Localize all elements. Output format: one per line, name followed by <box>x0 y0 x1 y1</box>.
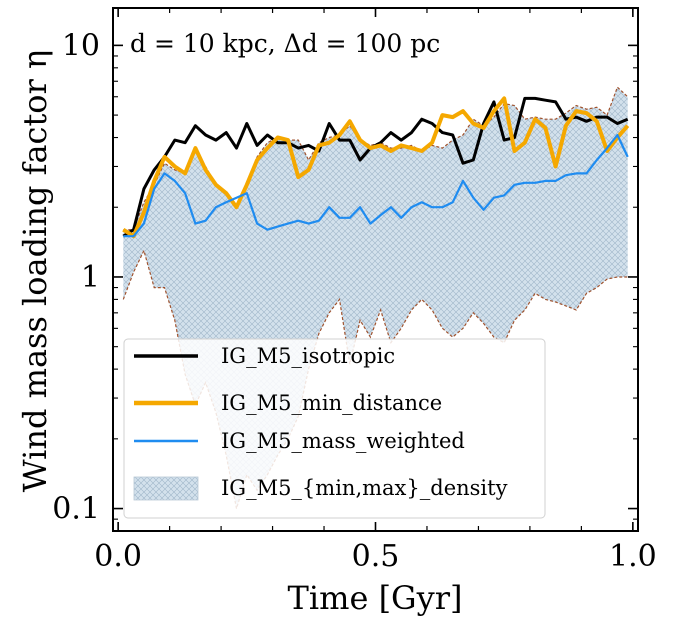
legend: IG_M5_isotropic IG_M5_min_distance IG_M5… <box>123 338 546 519</box>
legend-label-min-distance: IG_M5_min_distance <box>221 391 442 415</box>
legend-label-isotropic: IG_M5_isotropic <box>221 344 395 368</box>
legend-box <box>123 338 546 519</box>
series-line-ig-m5-mass-weighted <box>123 133 629 238</box>
series-line-ig-m5-min-distance <box>122 96 630 239</box>
y-tick-label: 1 <box>81 260 100 295</box>
legend-label-density-band: IG_M5_{min,max}_density <box>221 476 508 500</box>
x-tick-label: 0.0 <box>94 539 142 574</box>
y-axis-label: Wind mass loading factor η <box>16 50 54 492</box>
chart-annotation: d = 10 kpc, Δd = 100 pc <box>130 29 440 58</box>
x-tick-label: 1.0 <box>609 539 657 574</box>
tick-layer: 0.0 0.5 1.0 0.1 1 10 <box>52 8 657 574</box>
legend-swatch-density-band <box>133 476 199 501</box>
legend-label-mass-weighted: IG_M5_mass_weighted <box>221 429 465 453</box>
density-band-lower-edge <box>122 248 628 509</box>
x-tick-label: 0.5 <box>352 539 400 574</box>
x-axis-label: Time [Gyr] <box>288 579 463 617</box>
y-tick-label: 10 <box>62 28 100 63</box>
y-tick-label: 0.1 <box>52 492 100 527</box>
